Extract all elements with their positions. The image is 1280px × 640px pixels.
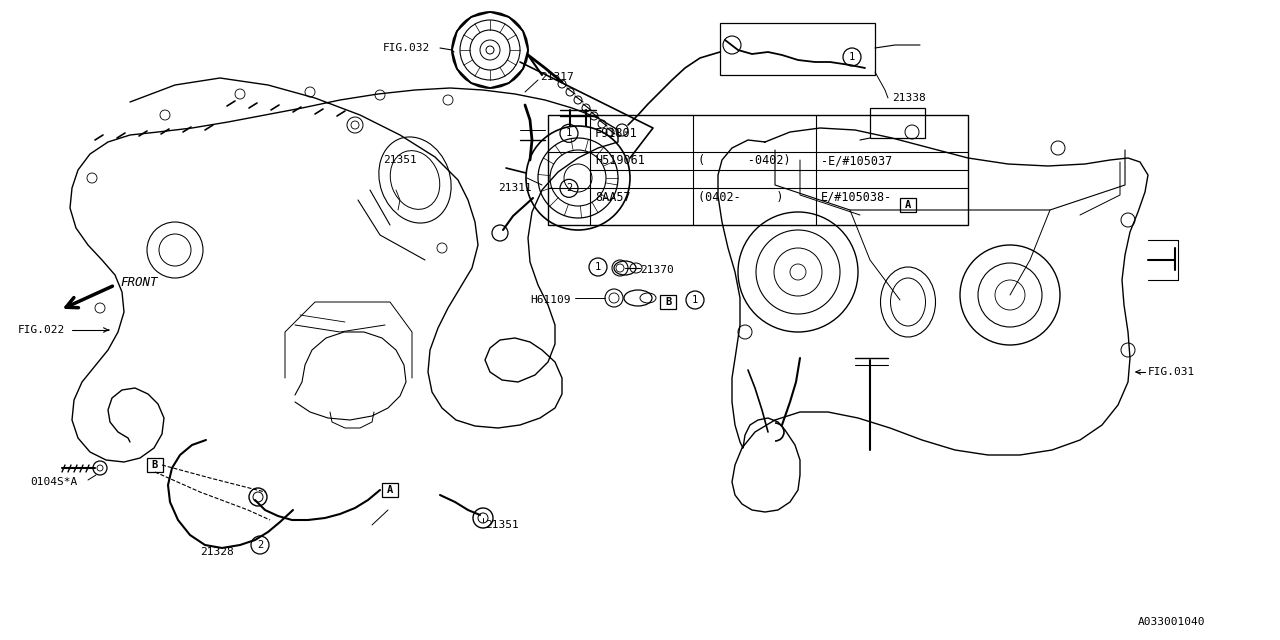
Text: FIG.032: FIG.032 xyxy=(383,43,430,53)
Bar xyxy=(660,295,676,309)
Text: E/#105038-: E/#105038- xyxy=(820,191,892,204)
Text: 1: 1 xyxy=(566,129,572,138)
Text: 0104S*A: 0104S*A xyxy=(29,477,77,487)
Text: 21338: 21338 xyxy=(892,93,925,103)
Text: H61109: H61109 xyxy=(530,295,571,305)
Text: 21328: 21328 xyxy=(200,547,234,557)
Text: A033001040: A033001040 xyxy=(1138,617,1206,627)
Text: B: B xyxy=(152,460,159,470)
Text: (      -0402): ( -0402) xyxy=(698,154,791,167)
Text: (0402-     ): (0402- ) xyxy=(698,191,783,204)
Text: 21317: 21317 xyxy=(540,72,573,82)
Bar xyxy=(900,198,916,212)
Text: 2: 2 xyxy=(257,540,264,550)
Text: A: A xyxy=(387,485,393,495)
Bar xyxy=(381,483,398,497)
Text: 1: 1 xyxy=(849,52,855,62)
Text: H519061: H519061 xyxy=(595,154,645,167)
Bar xyxy=(548,115,968,225)
Text: FIG.022: FIG.022 xyxy=(18,325,65,335)
Bar xyxy=(147,458,163,472)
Text: FRONT: FRONT xyxy=(120,275,157,289)
Text: 8AA57: 8AA57 xyxy=(595,191,631,204)
Text: 21351: 21351 xyxy=(485,520,518,530)
Text: 21351: 21351 xyxy=(383,155,417,165)
Bar xyxy=(719,23,876,75)
Text: FIG.031: FIG.031 xyxy=(1148,367,1196,377)
Text: 1: 1 xyxy=(692,295,698,305)
Text: F91801: F91801 xyxy=(595,127,637,140)
Text: A: A xyxy=(905,200,911,210)
Text: 21370: 21370 xyxy=(640,265,673,275)
Text: 2: 2 xyxy=(566,183,572,193)
Text: 21311: 21311 xyxy=(498,183,531,193)
Text: -E/#105037: -E/#105037 xyxy=(820,154,892,167)
Bar xyxy=(870,108,925,138)
Text: B: B xyxy=(664,297,671,307)
Text: 1: 1 xyxy=(595,262,602,272)
